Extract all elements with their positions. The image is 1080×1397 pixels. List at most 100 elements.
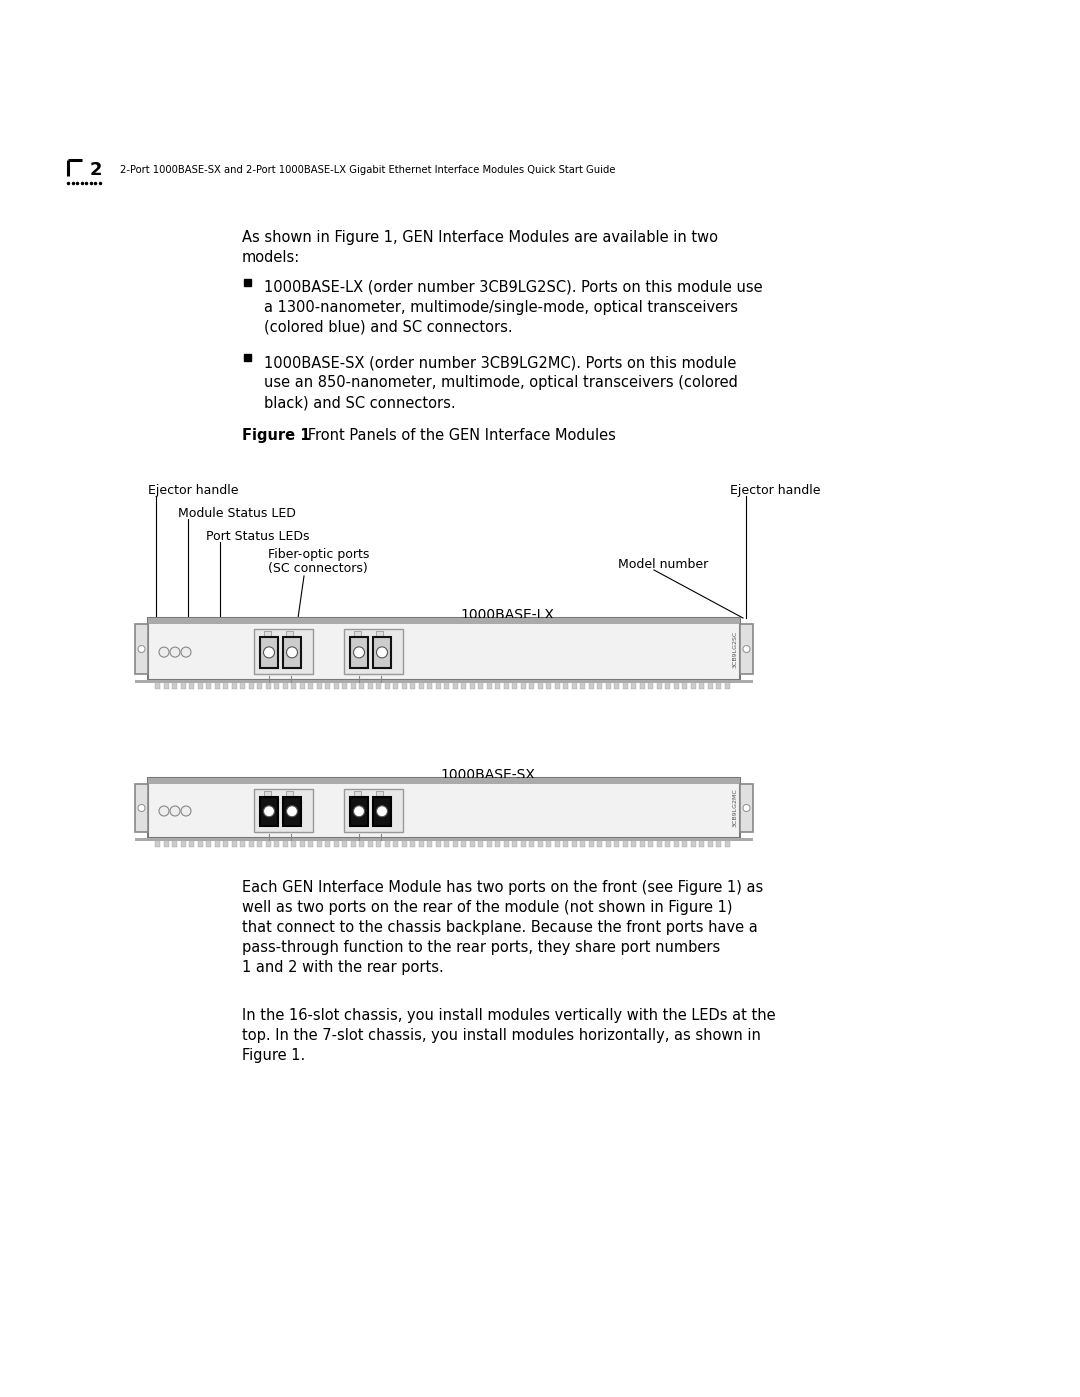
Bar [707,838,713,847]
Bar [367,838,373,847]
Bar [486,680,491,689]
Bar [453,680,458,689]
Circle shape [159,647,168,657]
Bar [325,838,330,847]
Text: 1000BASE-SX: 1000BASE-SX [440,768,535,782]
Bar [163,838,168,847]
Bar [470,680,474,689]
Bar [384,680,390,689]
Bar [725,838,729,847]
Bar [283,637,301,668]
Bar [631,838,636,847]
Circle shape [264,806,274,817]
Bar [198,680,203,689]
Text: In the 16-slot chassis, you install modules vertically with the LEDs at the: In the 16-slot chassis, you install modu… [242,1009,775,1023]
Bar [316,680,322,689]
Circle shape [353,806,365,817]
Bar [580,838,585,847]
Bar [283,680,287,689]
Bar [189,838,194,847]
Bar [325,680,330,689]
Bar [264,631,271,636]
Text: Figure 1: Figure 1 [242,427,311,443]
Bar [299,680,305,689]
Circle shape [170,647,180,657]
Bar [345,629,403,673]
Bar [478,838,483,847]
Bar [266,680,270,689]
Bar [563,838,568,847]
Circle shape [377,806,388,817]
Bar [538,838,542,847]
Circle shape [181,647,191,657]
Bar [740,624,753,673]
Text: Port Status LEDs: Port Status LEDs [206,529,310,543]
Text: well as two ports on the rear of the module (not shown in Figure 1): well as two ports on the rear of the mod… [242,900,732,915]
Text: top. In the 7-slot chassis, you install modules horizontally, as shown in: top. In the 7-slot chassis, you install … [242,1028,761,1044]
Bar [148,617,740,680]
Text: Module Status LED: Module Status LED [178,507,296,520]
Bar [254,629,313,673]
Bar [376,838,381,847]
Bar [156,838,160,847]
Bar [393,680,399,689]
Circle shape [181,806,191,816]
Text: 3CB9LG2SC: 3CB9LG2SC [732,630,738,668]
Circle shape [138,645,145,652]
Text: 1000BASE-LX: 1000BASE-LX [460,608,554,622]
Bar [248,838,254,847]
Bar [334,680,338,689]
Bar [690,680,696,689]
Bar [665,680,670,689]
Bar [495,838,500,847]
Text: 1000BASE-LX (order number 3CB9LG2SC). Ports on this module use: 1000BASE-LX (order number 3CB9LG2SC). Po… [264,279,762,295]
Bar [206,838,211,847]
Bar [163,680,168,689]
Bar [308,680,313,689]
Bar [350,637,368,668]
Bar [690,838,696,847]
Bar [554,838,559,847]
Bar [453,838,458,847]
Bar [274,680,279,689]
Text: 2-Port 1000BASE-SX and 2-Port 1000BASE-LX Gigabit Ethernet Interface Modules Qui: 2-Port 1000BASE-SX and 2-Port 1000BASE-L… [120,165,616,175]
Bar [657,680,661,689]
Bar [345,789,403,833]
Bar [716,680,721,689]
Bar [402,680,406,689]
Bar [254,789,313,833]
Bar [222,838,228,847]
Bar [376,631,383,636]
Bar [622,838,627,847]
Bar [264,791,271,796]
Bar [222,680,228,689]
Circle shape [743,805,750,812]
Bar [503,838,509,847]
Bar [571,838,577,847]
Text: black) and SC connectors.: black) and SC connectors. [264,395,456,409]
Bar [393,838,399,847]
Bar [350,796,368,826]
Bar [470,838,474,847]
Text: Model number: Model number [618,557,708,571]
Bar [529,838,534,847]
Bar [240,680,245,689]
Bar [716,838,721,847]
Text: Front Panels of the GEN Interface Modules: Front Panels of the GEN Interface Module… [294,427,616,443]
Bar [427,680,432,689]
Bar [373,637,391,668]
Bar [231,680,237,689]
Bar [657,838,661,847]
Bar [342,680,347,689]
Bar [376,791,383,796]
Bar [180,680,186,689]
Bar [538,680,542,689]
Bar [589,680,594,689]
Bar [359,680,364,689]
Text: Ejector handle: Ejector handle [148,483,239,497]
Bar [681,838,687,847]
Bar [521,838,526,847]
Bar [597,680,602,689]
Bar [631,680,636,689]
Bar [444,838,449,847]
